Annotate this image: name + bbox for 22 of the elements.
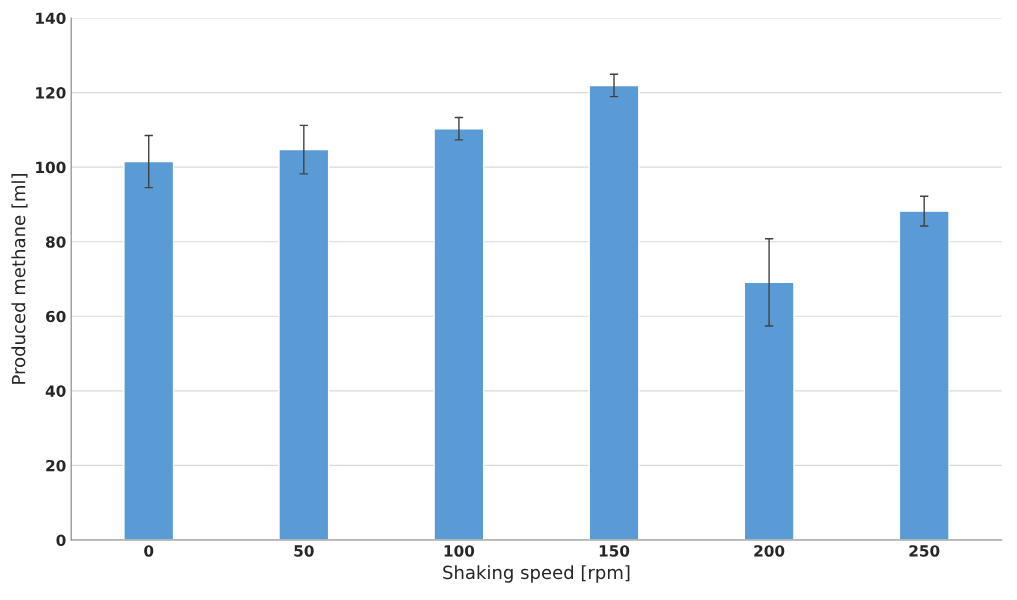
y-tick-label: 140 — [36, 12, 66, 25]
bar — [898, 210, 950, 540]
bar — [123, 160, 175, 540]
y-tick-label: 40 — [45, 385, 66, 397]
bar — [278, 148, 330, 540]
y-tick-label: 80 — [46, 236, 66, 248]
y-tick-label: 60 — [46, 310, 66, 323]
bar — [743, 281, 795, 540]
x-tick-label: 100 — [444, 545, 475, 557]
y-tick-label: 100 — [36, 161, 66, 174]
y-tick-label: 20 — [46, 459, 66, 472]
y-axis-title: Produced methane [ml] — [11, 174, 28, 384]
x-tick-label: 250 — [909, 545, 940, 557]
y-tick-label: 120 — [36, 87, 66, 99]
x-tick-label: 0 — [144, 545, 154, 557]
bar — [433, 128, 485, 540]
y-tick-label: 0 — [56, 534, 66, 547]
x-axis-title: Shaking speed [rpm] — [443, 565, 630, 583]
x-tick-label: 50 — [294, 545, 314, 557]
x-tick-label: 150 — [599, 545, 630, 557]
x-tick-label: 200 — [754, 545, 785, 557]
bar — [588, 84, 640, 540]
